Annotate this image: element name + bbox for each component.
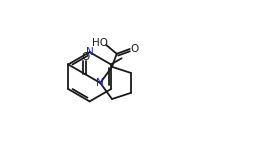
Text: HO: HO [92, 38, 108, 48]
Text: N: N [96, 78, 104, 88]
Text: O: O [130, 44, 139, 54]
Text: N: N [86, 47, 94, 57]
Text: O: O [81, 52, 90, 62]
